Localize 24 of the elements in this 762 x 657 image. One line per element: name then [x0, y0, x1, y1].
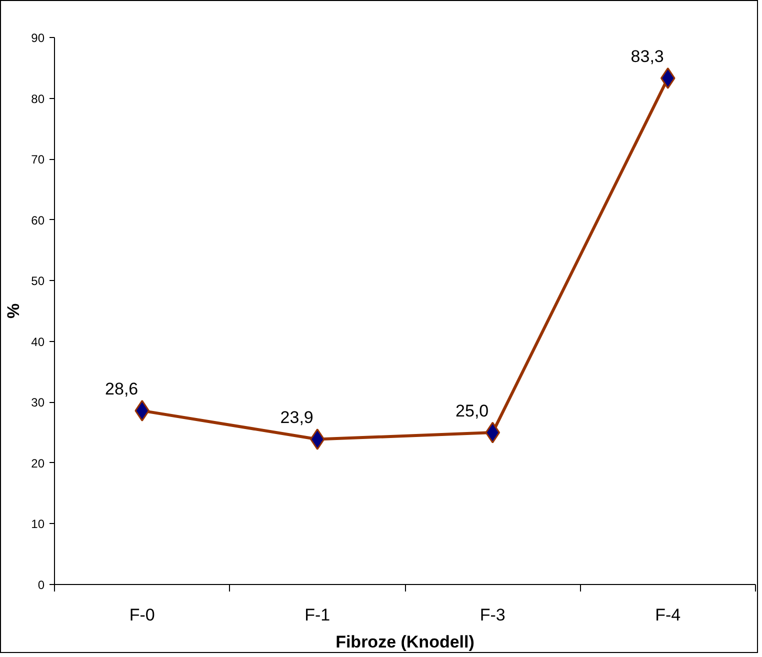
point — [660, 67, 676, 89]
y-tick-label: 0 — [38, 578, 45, 592]
data-label: 83,3 — [630, 47, 664, 66]
x-axis-title: Fibroze (Knodell) — [336, 632, 474, 652]
point — [310, 428, 325, 450]
y-tick-label: 70 — [31, 152, 45, 167]
point — [134, 400, 150, 422]
y-axis-title: % — [4, 303, 24, 319]
data-label: 28,6 — [105, 380, 138, 399]
x-tick-label: F-3 — [480, 606, 506, 624]
y-tick-label: 30 — [31, 396, 45, 410]
x-tick-label: F-4 — [655, 606, 681, 624]
y-tick-label: 20 — [31, 456, 45, 470]
y-tick-label: 40 — [31, 334, 45, 349]
y-tick-label: 60 — [31, 213, 45, 228]
y-tick-label: 90 — [31, 31, 45, 45]
point — [485, 422, 500, 444]
data-label: 23,9 — [280, 408, 314, 428]
y-tick-label: 50 — [31, 274, 45, 288]
y-tick-label: 80 — [31, 92, 45, 106]
data-label: 25,0 — [456, 402, 489, 421]
x-tick-label: F-0 — [129, 606, 155, 624]
x-tick-label: F-1 — [304, 606, 330, 624]
y-tick-label: 10 — [31, 517, 45, 532]
